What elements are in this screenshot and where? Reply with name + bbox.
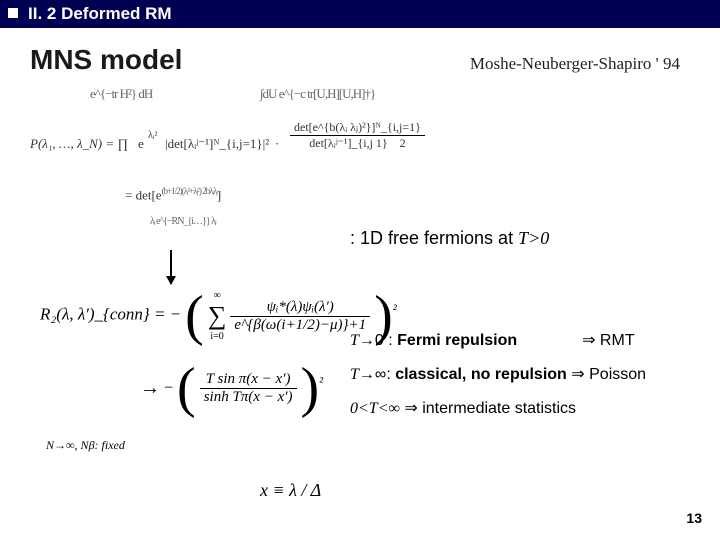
formula-area: e^{−tr H²} dH ∫dU e^{−c tr[U,H][U,H]†} P…	[30, 86, 690, 246]
note-row-2: T→∞: classical, no repulsion ⇒ Poisson	[350, 364, 646, 384]
arrow-down-icon	[170, 250, 172, 284]
formula-exp1: λᵢ²	[148, 130, 157, 141]
x-definition: x ≡ λ / Δ	[260, 480, 321, 501]
formula-det1: |det[λᵢʲ⁻¹]ᴺ_{i,j=1}|²	[165, 136, 269, 152]
annotation: : 1D free fermions at T>0	[350, 228, 549, 249]
formula-e: e	[138, 136, 144, 152]
formula-p-lhs: P(λ₁, …, λ_N) = ∏	[30, 136, 128, 152]
section-label: II. 2 Deformed RM	[28, 4, 172, 23]
bullet-icon	[8, 8, 18, 18]
formula-line4: λᵢ e^{−RN_{i…}} λⱼ	[150, 216, 216, 227]
note-row-3: 0<T<∞ ⇒ intermediate statistics	[350, 398, 646, 418]
formula-line1-left: e^{−tr H²} dH	[90, 86, 152, 102]
note-row-1: T→0 : Fermi repulsion ⇒ RMT	[350, 330, 646, 350]
page-title: MNS model	[30, 44, 182, 76]
formula-dot: ·	[275, 136, 279, 152]
note1-right: ⇒ RMT	[582, 332, 635, 349]
r2-limit: N→∞, Nβ: fixed	[46, 438, 125, 453]
note1-left: →0 : Fermi repulsion	[359, 332, 517, 349]
title-row: MNS model Moshe-Neuberger-Shapiro ' 94	[0, 28, 720, 82]
formula-frac: det[e^{b(λᵢ λⱼ)²}]ᴺ_{i,j=1} det[λᵢʲ⁻¹]_{…	[290, 120, 425, 151]
notes: T→0 : Fermi repulsion ⇒ RMT T→∞: classic…	[350, 330, 646, 432]
page-number: 13	[686, 510, 702, 526]
formula-line3: = det[e(b+1/2)(λᵢ²+λⱼ²) 2bλᵢλⱼ]	[125, 186, 221, 203]
formula-line1-right: ∫dU e^{−c tr[U,H][U,H]†}	[260, 86, 375, 102]
citation: Moshe-Neuberger-Shapiro ' 94	[470, 54, 680, 74]
r2-formula: R₂(λ, λ′)_{conn} = − ( ∞ ∑ i=0 ψᵢ*(λ)ψᵢ(…	[40, 290, 397, 411]
section-header: II. 2 Deformed RM	[0, 0, 720, 28]
